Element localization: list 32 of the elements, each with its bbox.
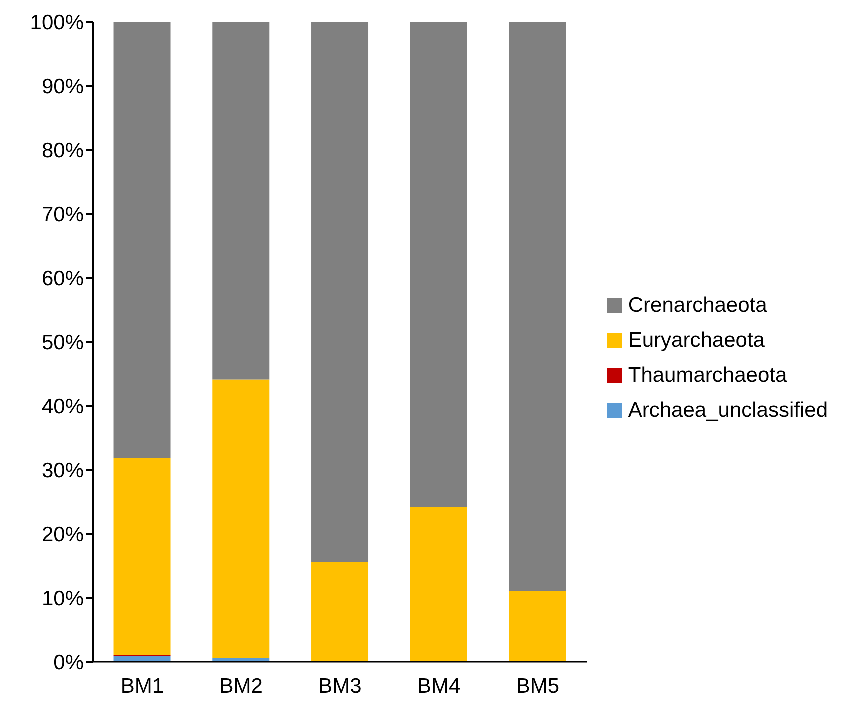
- bar: [212, 658, 270, 662]
- y-tick-label: 100%: [30, 11, 84, 34]
- bar: [312, 22, 369, 562]
- y-tick-label: 80%: [42, 139, 84, 162]
- y-tick-label: 50%: [42, 331, 84, 354]
- x-tick-label: BM2: [220, 674, 263, 698]
- legend-label: Archaea_unclassified: [628, 398, 828, 422]
- legend-label: Thaumarchaeota: [628, 364, 788, 388]
- bar: [410, 507, 468, 662]
- bar: [509, 22, 566, 591]
- bar: [114, 656, 171, 662]
- bar: [410, 22, 468, 508]
- x-tick-label: BM5: [516, 674, 560, 698]
- legend-label: Crenarchaeota: [628, 294, 768, 318]
- bar: [212, 380, 270, 658]
- y-tick-label: 10%: [42, 587, 84, 610]
- y-tick-label: 20%: [42, 523, 84, 546]
- x-tick-label: BM3: [318, 674, 362, 698]
- bar: [114, 458, 171, 655]
- bar: [212, 22, 270, 380]
- bar: [509, 590, 566, 662]
- x-tick-label: BM4: [417, 674, 461, 698]
- y-tick-label: 70%: [42, 203, 84, 226]
- y-tick-label: 0%: [54, 651, 84, 674]
- y-tick-label: 30%: [42, 459, 84, 482]
- y-tick-label: 40%: [42, 395, 84, 418]
- x-tick-label: BM1: [120, 674, 164, 698]
- legend-label: Euryarchaeota: [628, 328, 765, 352]
- y-tick-label: 60%: [42, 267, 84, 290]
- bar: [114, 22, 171, 458]
- bar: [312, 562, 369, 662]
- y-tick-label: 90%: [42, 75, 84, 98]
